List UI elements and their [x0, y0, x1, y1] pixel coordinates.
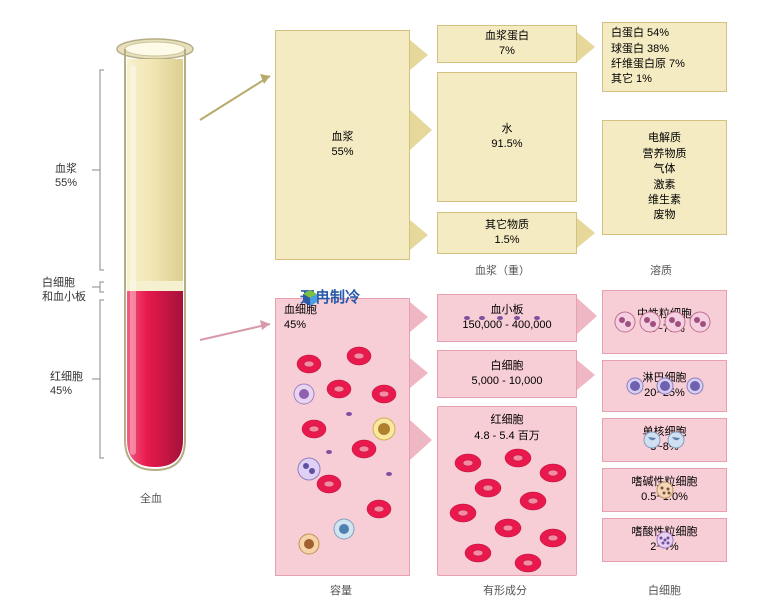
test-tube [110, 35, 200, 475]
rbc-side-label: 红细胞 45% [50, 370, 83, 399]
plasma-axis-mid: 血浆（重） [475, 262, 530, 278]
arrow-proteins-list [577, 32, 595, 62]
rbc-name: 红细胞 [50, 371, 83, 383]
wbc-box: 白细胞 5,000 - 10,000 [437, 350, 577, 398]
sl6: 废物 [654, 208, 676, 223]
blood-cells-svg [284, 334, 409, 564]
plasma-axis-right: 溶质 [650, 262, 672, 278]
water-t1: 水 [502, 122, 513, 137]
cells-axis-right: 白细胞 [648, 582, 681, 598]
plasma-pct: 55% [55, 177, 77, 189]
arrow-plasma-other [410, 220, 428, 250]
watermark: 开冉制冷 [300, 288, 360, 308]
cells-main-t2: 45% [284, 318, 306, 333]
sl1: 电解质 [648, 131, 681, 146]
lymph-box: 淋巴细胞 20~25% [602, 360, 727, 412]
arrow-solutes-list [577, 218, 595, 248]
buffy-l1: 白细胞 [42, 277, 75, 289]
tube-svg [110, 35, 200, 475]
rbc-pct: 45% [50, 385, 72, 397]
plasma-main-t2: 55% [331, 145, 353, 160]
arrow-wbc [410, 358, 428, 388]
arrow-neut [577, 298, 597, 334]
pl4: 其它 1% [611, 72, 652, 87]
eos-svg [650, 531, 680, 549]
arrow-wbc-types [577, 360, 595, 390]
plt-box: 血小板 150,000 - 400,000 [437, 294, 577, 342]
mono-svg [640, 431, 690, 449]
pl3: 纤维蛋白原 7% [611, 57, 685, 72]
other-t1: 其它物质 [485, 218, 529, 233]
neut-box: 中性粒细胞 60~70% [602, 290, 727, 354]
baso-svg [650, 481, 680, 499]
plasma-solutes-list-box: 电解质 营养物质 气体 激素 维生素 废物 [602, 120, 727, 235]
sl5: 维生素 [648, 193, 681, 208]
sl4: 激素 [654, 178, 676, 193]
tube-title: 全血 [140, 490, 162, 506]
arrow-plt [410, 302, 428, 332]
plasma-other-box: 其它物质 1.5% [437, 212, 577, 254]
rbc-box-t1: 红细胞 [491, 414, 524, 426]
wbc-t2: 5,000 - 10,000 [472, 374, 543, 389]
plasma-proteins-list-box: 白蛋白 54% 球蛋白 38% 纤维蛋白原 7% 其它 1% [602, 22, 727, 92]
plasma-name: 血浆 [55, 163, 77, 175]
plt-cells-svg [452, 313, 562, 323]
plasma-side-label: 血浆 55% [55, 162, 77, 191]
plasma-main-box: 血浆 55% [275, 30, 410, 260]
neut-svg [610, 309, 720, 335]
rbc-box-t2: 4.8 - 5.4 百万 [474, 430, 539, 442]
sl2: 营养物质 [643, 147, 687, 162]
wbc-t1: 白细胞 [491, 359, 524, 374]
buffy-l2: 和血小板 [42, 291, 86, 303]
buffy-side-label: 白细胞 和血小板 [42, 276, 86, 305]
rbc-box: 红细胞 4.8 - 5.4 百万 [437, 406, 577, 576]
protein-t1: 血浆蛋白 [485, 29, 529, 44]
pl1: 白蛋白 54% [611, 26, 669, 41]
arrow-rbc [410, 420, 432, 460]
protein-t2: 7% [499, 44, 515, 59]
arrow-plasma-water [410, 110, 432, 150]
cells-main-box: 血细胞 45% [275, 298, 410, 576]
watermark-icon [300, 288, 320, 308]
rbc-cells-svg [438, 443, 577, 576]
arrow-plasma-protein [410, 40, 428, 70]
other-t2: 1.5% [494, 233, 519, 248]
plasma-water-box: 水 91.5% [437, 72, 577, 202]
cells-axis-mid: 有形成分 [483, 582, 527, 598]
mono-box: 单核细胞 3~8% [602, 418, 727, 462]
baso-box: 嗜碱性粒细胞 0.5~1.0% [602, 468, 727, 512]
cells-axis-left: 容量 [330, 582, 352, 598]
plasma-main-t1: 血浆 [332, 130, 354, 145]
water-t2: 91.5% [491, 137, 522, 152]
pl2: 球蛋白 38% [611, 42, 669, 57]
plasma-protein-box: 血浆蛋白 7% [437, 25, 577, 63]
sl3: 气体 [654, 162, 676, 177]
eos-box: 嗜酸性粒细胞 2~4% [602, 518, 727, 562]
lymph-svg [620, 376, 710, 396]
